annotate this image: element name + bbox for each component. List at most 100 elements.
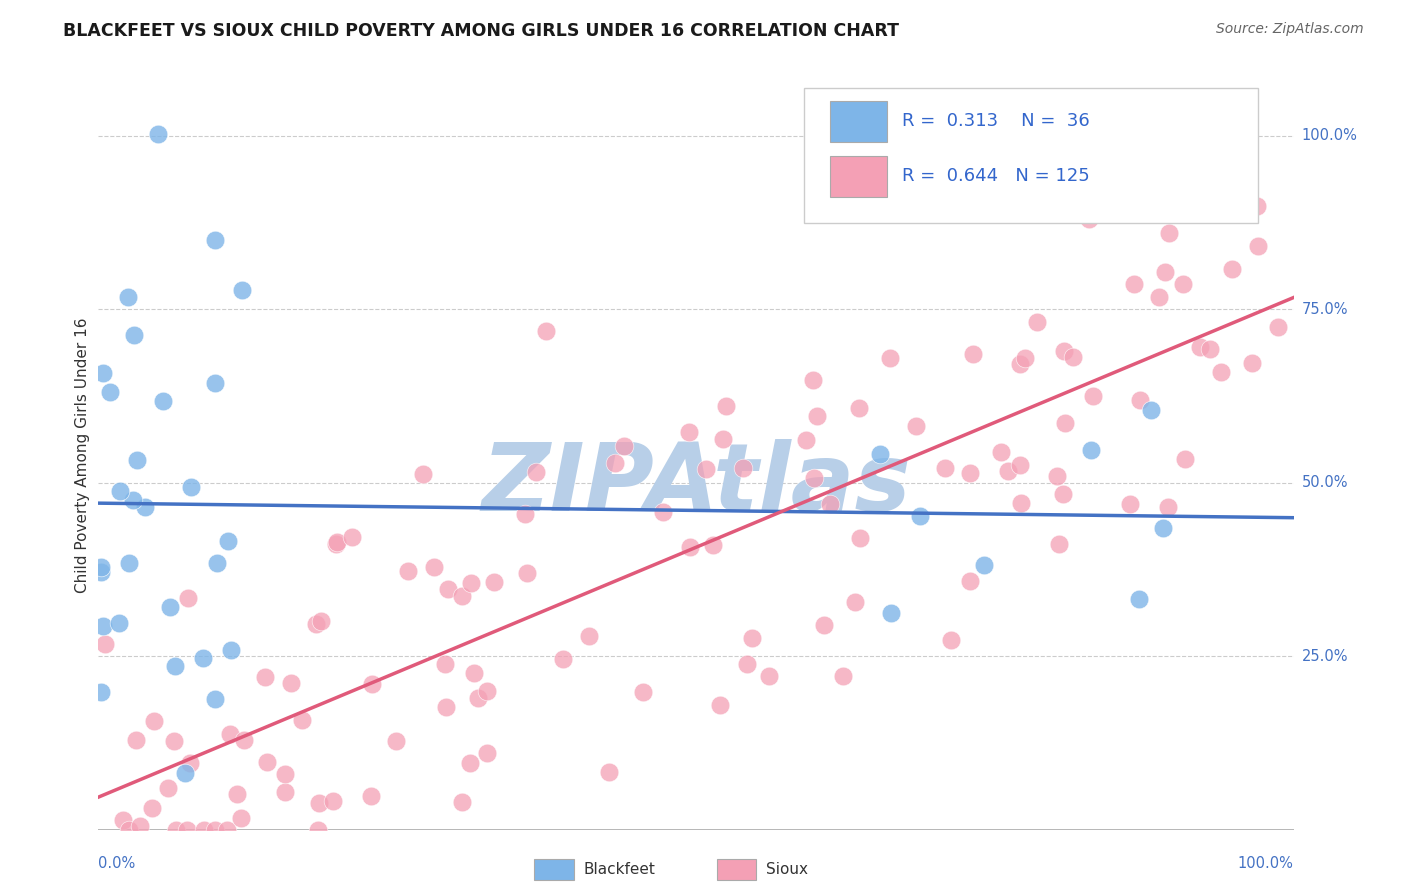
Point	[204, 376, 226, 390]
Point	[534, 324, 557, 338]
Point	[1147, 290, 1170, 304]
Point	[1053, 416, 1076, 430]
Point	[1129, 392, 1152, 407]
Point	[111, 813, 134, 827]
Point	[122, 328, 145, 343]
Point	[205, 557, 228, 571]
Point	[1152, 521, 1174, 535]
Text: 0.0%: 0.0%	[98, 855, 135, 871]
Point	[117, 290, 139, 304]
Text: BLACKFEET VS SIOUX CHILD POVERTY AMONG GIRLS UNDER 16 CORRELATION CHART: BLACKFEET VS SIOUX CHILD POVERTY AMONG G…	[63, 22, 900, 40]
Point	[98, 385, 121, 400]
Point	[1046, 469, 1069, 483]
Point	[1154, 264, 1177, 278]
Point	[1062, 350, 1084, 364]
Point	[711, 432, 734, 446]
Text: 50.0%: 50.0%	[1302, 475, 1348, 491]
Point	[127, 453, 149, 467]
Point	[709, 698, 731, 712]
Point	[1119, 497, 1142, 511]
Point	[1010, 496, 1032, 510]
Point	[204, 822, 226, 837]
Point	[233, 732, 256, 747]
Point	[1241, 355, 1264, 369]
Point	[1077, 211, 1099, 226]
Point	[219, 642, 242, 657]
Point	[225, 787, 247, 801]
Point	[513, 507, 536, 521]
Point	[204, 233, 226, 247]
Point	[163, 734, 186, 748]
Point	[741, 632, 763, 646]
Point	[633, 685, 655, 699]
Point	[148, 127, 170, 141]
Point	[758, 669, 780, 683]
Point	[174, 765, 197, 780]
Point	[125, 733, 148, 747]
Point	[204, 691, 226, 706]
Point	[1159, 226, 1181, 240]
Point	[90, 685, 112, 699]
Text: 100.0%: 100.0%	[1302, 128, 1358, 144]
Point	[1008, 458, 1031, 472]
Point	[869, 446, 891, 460]
Point	[735, 657, 758, 671]
Point	[973, 558, 995, 572]
Point	[702, 538, 724, 552]
Point	[1010, 357, 1032, 371]
FancyBboxPatch shape	[830, 102, 887, 143]
Point	[1246, 199, 1268, 213]
Point	[1267, 319, 1289, 334]
Point	[193, 822, 215, 837]
Point	[796, 434, 818, 448]
Text: R =  0.313    N =  36: R = 0.313 N = 36	[901, 112, 1090, 130]
Point	[905, 419, 928, 434]
Point	[1014, 351, 1036, 365]
Point	[90, 565, 112, 579]
Point	[94, 637, 117, 651]
Point	[274, 767, 297, 781]
Point	[217, 533, 239, 548]
Point	[910, 508, 932, 523]
Point	[578, 629, 600, 643]
Point	[695, 461, 717, 475]
Point	[959, 574, 981, 589]
Point	[460, 576, 482, 591]
Point	[326, 534, 349, 549]
Point	[844, 595, 866, 609]
Point	[879, 351, 901, 365]
Point	[849, 531, 872, 545]
Point	[1223, 195, 1246, 210]
Point	[128, 819, 150, 833]
Point	[385, 734, 408, 748]
Point	[110, 484, 132, 499]
Y-axis label: Child Poverty Among Girls Under 16: Child Poverty Among Girls Under 16	[75, 318, 90, 592]
Text: Blackfeet: Blackfeet	[583, 863, 655, 877]
Point	[451, 589, 474, 603]
Point	[598, 764, 620, 779]
Point	[1211, 365, 1233, 379]
Point	[551, 652, 574, 666]
Text: ZIPAtlas: ZIPAtlas	[481, 439, 911, 531]
Point	[176, 822, 198, 837]
Point	[477, 684, 499, 698]
Point	[254, 670, 277, 684]
Point	[159, 600, 181, 615]
Point	[307, 822, 329, 837]
Point	[433, 657, 456, 672]
Point	[91, 366, 114, 380]
Point	[848, 401, 870, 415]
Point	[939, 633, 962, 648]
Point	[423, 560, 446, 574]
Point	[516, 566, 538, 581]
Point	[1052, 487, 1074, 501]
Point	[1025, 315, 1047, 329]
Point	[1174, 452, 1197, 467]
Point	[108, 616, 131, 631]
Point	[305, 617, 328, 632]
Text: R =  0.644   N = 125: R = 0.644 N = 125	[901, 167, 1090, 186]
Point	[91, 619, 114, 633]
Point	[291, 713, 314, 727]
Point	[962, 347, 984, 361]
Point	[1047, 537, 1070, 551]
